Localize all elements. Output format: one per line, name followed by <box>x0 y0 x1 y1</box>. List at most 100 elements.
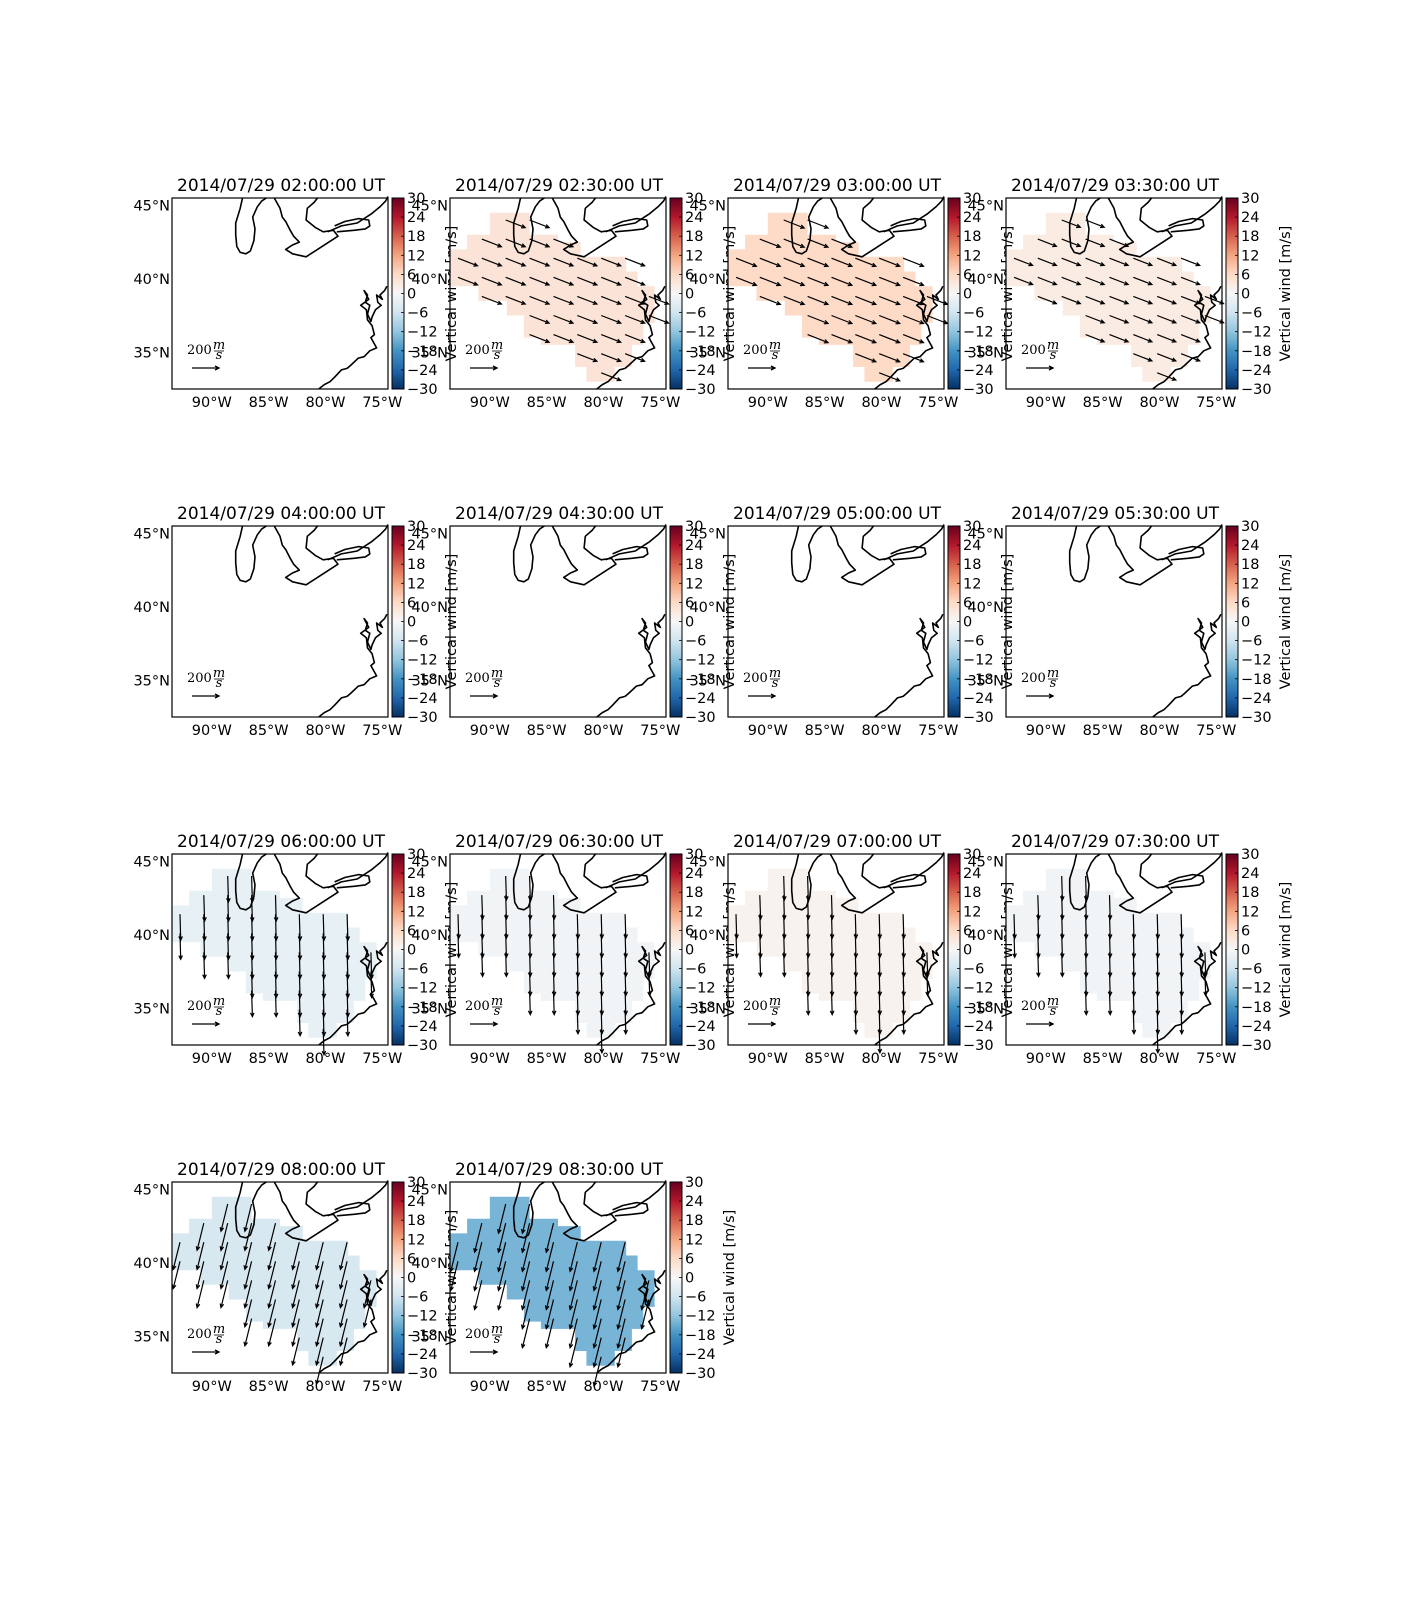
wind-vector <box>338 1299 348 1329</box>
wind-vector <box>925 971 930 997</box>
colorbar-tick-label: 18 <box>685 1213 703 1229</box>
map-panel: 2014/07/29 02:00:00 UT 200 ms 90°W 85°W 80°W 7… <box>133 176 460 411</box>
colorbar-tick-label: −6 <box>685 306 706 322</box>
colorbar-tick-label: −30 <box>685 1366 716 1382</box>
colorbar-label: Vertical wind [m/s] <box>1000 882 1016 1018</box>
latitude-tick-label: 45°N <box>967 526 1004 542</box>
wind-vector <box>529 314 551 324</box>
coastline <box>334 217 371 233</box>
coastline <box>874 613 944 718</box>
map-panel: 2014/07/29 03:00:00 UT 200 ms 90°W 85°W 80°W 7… <box>689 176 1016 411</box>
wind-vector <box>624 276 646 286</box>
wind-vector <box>616 1318 626 1350</box>
wind-vector <box>624 314 646 324</box>
coastline <box>1107 197 1173 258</box>
longitude-tick-label: 75°W <box>362 723 402 739</box>
colorbar-tick-label: −24 <box>685 363 716 379</box>
wind-vector <box>497 1280 507 1311</box>
wind-vector <box>1012 933 1017 959</box>
wind-vector <box>902 314 925 325</box>
colorbar-tick-label: 12 <box>963 904 981 920</box>
colorbar-tick-label: 18 <box>685 557 703 573</box>
panel-title: 2014/07/29 03:00:00 UT <box>733 176 942 196</box>
colorbar-tick-label: 30 <box>1241 847 1259 863</box>
longitude-tick-label: 90°W <box>470 395 510 411</box>
map-frame <box>449 853 667 1046</box>
wind-vector <box>338 1242 348 1271</box>
colorbar-label: Vertical wind [m/s] <box>722 1210 738 1346</box>
wind-vector <box>592 1337 602 1369</box>
colorbar-tick-label: −6 <box>963 306 984 322</box>
colorbar-label: Vertical wind [m/s] <box>1278 226 1294 362</box>
longitude-tick-label: 80°W <box>1139 395 1179 411</box>
wind-vector <box>291 1318 300 1348</box>
wind-vector <box>807 219 830 229</box>
colorbar-tick-label: −30 <box>963 710 994 726</box>
wind-vector <box>481 238 503 248</box>
wind-vector <box>878 372 901 382</box>
colorbar-label: Vertical wind [m/s] <box>1278 554 1294 690</box>
colorbar-tick-label: −18 <box>685 344 716 360</box>
wind-vector <box>640 1299 650 1330</box>
wind-vector <box>592 1318 602 1350</box>
wind-vector <box>315 1261 324 1290</box>
colorbar-tick-label: −30 <box>1241 382 1272 398</box>
wind-vector <box>529 238 551 248</box>
quiver-key-value: 200 <box>187 1327 212 1342</box>
longitude-tick-label: 80°W <box>861 723 901 739</box>
colorbar-tick-label: 24 <box>1241 210 1259 226</box>
colorbar-tick-label: 12 <box>407 904 425 920</box>
wind-vector <box>505 238 527 248</box>
quiver-key-arrow <box>1026 1021 1055 1027</box>
wind-vector <box>1036 952 1041 978</box>
wind-vector <box>529 276 551 286</box>
coastline <box>596 941 666 1046</box>
quiver-key-arrow <box>192 1349 221 1355</box>
colorbar-tick-label: −24 <box>963 691 994 707</box>
coastline <box>790 197 823 255</box>
latitude-tick-label: 45°N <box>689 526 726 542</box>
longitude-tick-label: 75°W <box>640 1379 680 1395</box>
quiver-key-arrow <box>748 365 777 371</box>
coastline <box>605 196 667 233</box>
map-panel: 2014/07/29 07:30:00 UT 200 ms 90°W 85°W 80°W 7… <box>967 832 1294 1067</box>
colorbar-tick-label: 24 <box>407 210 425 226</box>
colorbar-tick-label: −18 <box>1241 344 1272 360</box>
coastline <box>1161 196 1223 233</box>
colorbar-tick-label: −12 <box>685 325 716 341</box>
coastline <box>1152 613 1222 718</box>
longitude-tick-label: 80°W <box>1139 723 1179 739</box>
wind-vector <box>529 219 551 229</box>
latitude-tick-label: 45°N <box>411 1182 448 1198</box>
wind-vector <box>338 1318 348 1348</box>
quiver-key-arrow <box>470 693 499 699</box>
quiver-key-value: 200 <box>465 999 490 1014</box>
colorbar-tick-label: −6 <box>685 962 706 978</box>
wind-vector <box>291 1242 300 1271</box>
coastline <box>1152 285 1222 390</box>
wind-vector <box>219 1203 229 1233</box>
latitude-tick-label: 45°N <box>411 854 448 870</box>
latitude-tick-label: 40°N <box>411 272 448 288</box>
colorbar-tick-label: 0 <box>685 943 694 959</box>
quiver-key-denominator: s <box>1050 348 1057 363</box>
wind-vector <box>529 334 551 344</box>
wind-vector <box>481 257 503 267</box>
latitude-tick-label: 45°N <box>133 854 170 870</box>
wind-vector <box>362 1280 372 1309</box>
wind-vector <box>338 1261 348 1290</box>
colorbar-tick-label: 12 <box>685 248 703 264</box>
quiver-key-numerator: m <box>1047 666 1059 681</box>
latitude-tick-label: 40°N <box>689 600 726 616</box>
colorbar-tick-label: −18 <box>963 344 994 360</box>
coastline <box>829 525 895 586</box>
wind-vector <box>807 314 830 325</box>
colorbar-tick-label: 12 <box>1241 576 1259 592</box>
longitude-tick-label: 90°W <box>192 1051 232 1067</box>
wind-vector <box>481 276 503 286</box>
coastline <box>318 941 388 1046</box>
coastline <box>334 873 371 889</box>
wind-vector <box>577 257 599 267</box>
colorbar-tick-label: 6 <box>685 1251 694 1267</box>
wind-vector <box>807 276 830 287</box>
